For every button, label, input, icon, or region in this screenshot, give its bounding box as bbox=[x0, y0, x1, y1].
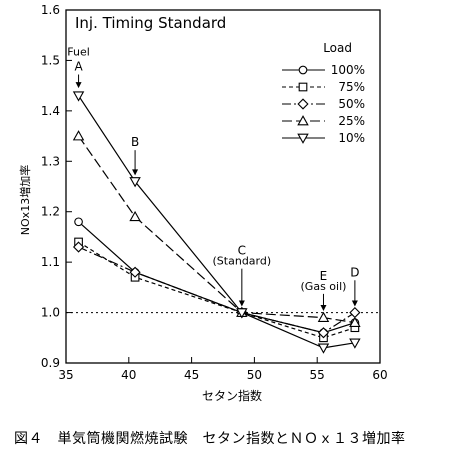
data-point bbox=[349, 338, 361, 349]
series-line bbox=[78, 241, 356, 339]
legend-item: 25% bbox=[282, 114, 365, 128]
series-100pct bbox=[74, 217, 360, 338]
series-10pct bbox=[72, 91, 361, 354]
series-25pct bbox=[72, 130, 361, 328]
x-tick-label: 35 bbox=[58, 368, 73, 382]
axis-ticks: 35 40 45 50 55 60 0.9 1.0 1.1 1.2 1.3 1.4 1.5 1.6 bbox=[41, 3, 388, 382]
annotation-arrow-head bbox=[75, 82, 82, 89]
x-tick-label: 60 bbox=[372, 368, 387, 382]
data-point bbox=[72, 241, 85, 253]
annotation-label: (Gas oil) bbox=[301, 280, 347, 293]
series-line bbox=[78, 135, 355, 324]
legend-label: 50% bbox=[338, 97, 365, 111]
data-point bbox=[349, 306, 361, 319]
y-tick-label: 1.1 bbox=[41, 255, 60, 269]
chart-title: Inj. Timing Standard bbox=[75, 14, 226, 32]
y-tick-label: 1.3 bbox=[41, 154, 60, 168]
legend-item: 100% bbox=[282, 63, 365, 77]
annotations: Fuel A B C(Standard) E(Gas oil)D bbox=[67, 45, 360, 312]
legend-label: 10% bbox=[338, 131, 365, 145]
chart-svg: 35 40 45 50 55 60 0.9 1.0 1.1 1.2 1.3 1.4 1.5 1.6 Fue… bbox=[18, 3, 388, 403]
data-point bbox=[236, 308, 248, 319]
legend-label: 25% bbox=[338, 114, 365, 128]
legend-title: Load bbox=[323, 41, 352, 55]
x-tick-label: 50 bbox=[247, 368, 262, 382]
legend-marker bbox=[297, 133, 309, 144]
series-layer bbox=[72, 91, 361, 354]
y-tick-label: 1.2 bbox=[41, 205, 60, 219]
annotation-label: B bbox=[131, 135, 139, 149]
series-line bbox=[78, 95, 355, 349]
annotation-arrow-head bbox=[320, 305, 327, 312]
data-point bbox=[74, 217, 83, 227]
x-tick-label: 40 bbox=[121, 368, 136, 382]
annotation-label: D bbox=[350, 265, 359, 279]
plot-frame bbox=[65, 9, 381, 364]
legend: Load 100% 75% 50% 25% 10% bbox=[282, 41, 365, 145]
x-tick-label: 45 bbox=[184, 368, 199, 382]
legend-marker bbox=[298, 65, 308, 75]
y-tick-label: 1.5 bbox=[41, 53, 60, 67]
data-point bbox=[72, 91, 85, 102]
annotation-arrow-head bbox=[132, 169, 139, 176]
annotation-label: Fuel bbox=[67, 45, 90, 58]
plot-border bbox=[65, 9, 381, 364]
data-point bbox=[129, 266, 141, 278]
data-point bbox=[349, 316, 361, 328]
x-axis-label: セタン指数 bbox=[202, 388, 262, 403]
y-tick-label: 1.4 bbox=[41, 104, 60, 118]
annotation-label: C bbox=[238, 244, 246, 258]
legend-marker bbox=[297, 98, 309, 110]
legend-marker bbox=[298, 82, 308, 92]
data-point bbox=[129, 177, 141, 188]
y-tick-label: 1.6 bbox=[41, 3, 60, 17]
annotation-arrow-head bbox=[351, 300, 358, 307]
legend-label: 100% bbox=[331, 63, 365, 77]
legend-item: 50% bbox=[282, 97, 365, 111]
data-point bbox=[317, 343, 330, 354]
legend-item: 75% bbox=[282, 80, 365, 94]
figure-caption: 図４ 単気筒機関燃焼試験 セタン指数とＮＯｘ１３増加率 bbox=[14, 431, 406, 447]
annotation-label: (Standard) bbox=[213, 255, 272, 268]
legend-marker bbox=[297, 115, 309, 126]
data-point bbox=[317, 327, 330, 339]
annotation-label: E bbox=[320, 269, 328, 283]
annotation-label: A bbox=[74, 60, 83, 74]
data-point bbox=[129, 210, 141, 222]
x-tick-label: 55 bbox=[310, 368, 325, 382]
annotation-arrow-head bbox=[238, 300, 245, 307]
y-tick-label: 1.0 bbox=[41, 306, 60, 320]
chart: 35 40 45 50 55 60 0.9 1.0 1.1 1.2 1.3 1.4 1.5 1.6 Fue… bbox=[18, 3, 388, 403]
y-axis-label: NOx13増加率 bbox=[18, 165, 32, 235]
series-line bbox=[78, 221, 356, 334]
data-point bbox=[317, 311, 330, 322]
data-point bbox=[72, 130, 85, 141]
legend-label: 75% bbox=[338, 80, 365, 94]
legend-item: 10% bbox=[282, 131, 365, 145]
y-tick-label: 0.9 bbox=[41, 356, 60, 370]
